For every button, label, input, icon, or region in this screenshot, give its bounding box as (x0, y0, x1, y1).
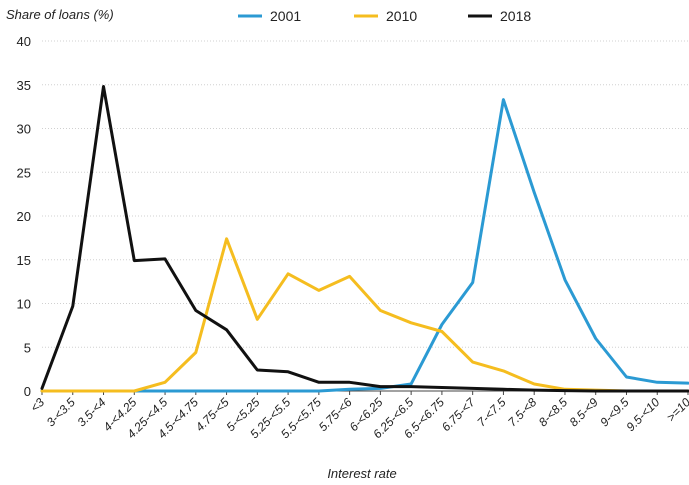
x-tick-label: 8-<8.5 (536, 395, 570, 429)
x-tick-label: 7.5-<8 (505, 395, 539, 429)
y-tick-label: 35 (17, 78, 31, 93)
x-tick-label: 5.75-<6 (316, 395, 355, 434)
series-lines (40, 85, 689, 393)
x-tick-label: 6.75-<7 (439, 394, 479, 434)
y-tick-label: 10 (17, 297, 31, 312)
legend: 2001 2010 2018 (238, 8, 531, 24)
x-tick-label: 7-<7.5 (474, 395, 508, 429)
legend-label-2010: 2010 (386, 8, 417, 24)
x-tick-label: 3-<3.5 (44, 395, 78, 429)
series-line-2001 (40, 98, 689, 393)
y-axis-label: Share of loans (%) (6, 7, 114, 22)
y-tick-label: 30 (17, 122, 31, 137)
x-tick-label: >=10 (664, 395, 689, 424)
y-tick-label: 40 (17, 34, 31, 49)
legend-label-2001: 2001 (270, 8, 301, 24)
y-tick-label: 25 (17, 165, 31, 180)
x-axis-ticks: <33-<3.53.5-<44-<4.254.25-<4.54.5-<4.754… (28, 391, 689, 441)
x-tick-label: 9.5-<10 (623, 395, 662, 434)
series-line-2018 (40, 85, 689, 393)
y-tick-label: 15 (17, 253, 31, 268)
y-tick-label: 5 (24, 340, 31, 355)
x-axis-label: Interest rate (327, 466, 396, 481)
y-tick-label: 0 (24, 384, 31, 399)
x-tick-label: 4.75-<5 (193, 395, 232, 434)
legend-label-2018: 2018 (500, 8, 531, 24)
y-tick-label: 20 (17, 209, 31, 224)
y-axis-ticks: 0 5 10 15 20 25 30 35 40 (17, 34, 31, 399)
x-tick-label: 8.5-<9 (567, 395, 601, 429)
gridlines (42, 40, 688, 392)
